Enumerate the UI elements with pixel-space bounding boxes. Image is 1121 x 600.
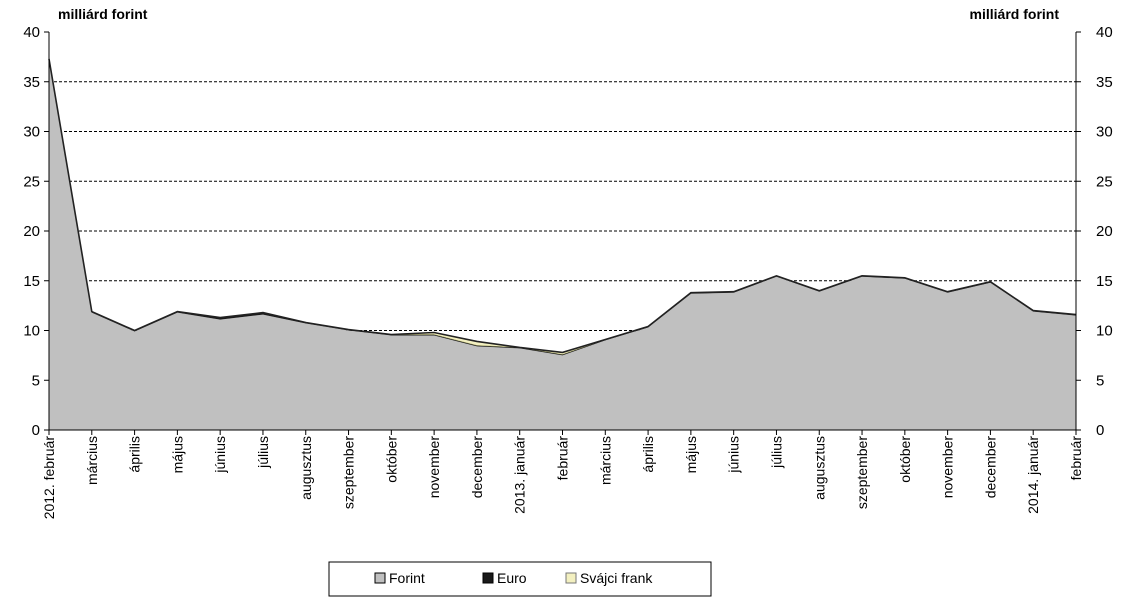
y-tick-label-right: 20 — [1096, 223, 1113, 240]
y-tick-label-left: 25 — [23, 173, 40, 190]
y-tick-label-right: 0 — [1096, 422, 1104, 439]
legend-swatch-1 — [482, 572, 494, 584]
x-tick-label: június — [212, 436, 228, 474]
y-tick-label-left: 5 — [32, 372, 40, 389]
x-tick-label: szeptember — [854, 436, 870, 509]
x-tick-label: április — [127, 436, 143, 473]
plot-areas — [48, 58, 1077, 431]
x-tick-label: február — [1068, 436, 1084, 481]
y-tick-label-left: 30 — [23, 124, 40, 141]
x-tick-label: április — [640, 436, 656, 473]
x-tick-label: december — [982, 436, 998, 499]
y-tick-label-right: 40 — [1096, 24, 1113, 41]
x-tick-label: július — [768, 436, 784, 469]
x-tick-label: március — [597, 436, 613, 485]
legend-swatch-0 — [374, 572, 386, 584]
y-tick-label-left: 20 — [23, 223, 40, 240]
y-tick-label-right: 35 — [1096, 74, 1113, 91]
y-tick-label-right: 30 — [1096, 124, 1113, 141]
x-tick-label: október — [383, 436, 399, 483]
y-tick-label-right: 5 — [1096, 372, 1104, 389]
area-top-outline — [48, 58, 1077, 354]
x-tick-label: május — [169, 436, 185, 473]
x-tick-label: március — [84, 436, 100, 485]
series-0-area — [49, 61, 1076, 431]
y-tick-label-left: 40 — [23, 24, 40, 41]
legend-label-1: Euro — [497, 570, 527, 586]
x-tick-label: november — [426, 436, 442, 499]
x-tick-label: augusztus — [811, 436, 827, 500]
x-tick-label: november — [940, 436, 956, 499]
y-tick-label-left: 10 — [23, 323, 40, 340]
y-unit-right: milliárd forint — [970, 6, 1060, 22]
axes — [44, 31, 1081, 435]
y-tick-label-right: 15 — [1096, 273, 1113, 290]
legend-label-2: Svájci frank — [580, 570, 653, 586]
legend-swatch-2 — [565, 572, 577, 584]
legend: Forint Euro Svájci frank — [328, 561, 712, 597]
y-tick-label-right: 25 — [1096, 173, 1113, 190]
legend-box — [328, 561, 712, 597]
x-tick-label: október — [897, 436, 913, 483]
x-tick-label: augusztus — [298, 436, 314, 500]
y-tick-label-left: 35 — [23, 74, 40, 91]
y-tick-label-left: 15 — [23, 273, 40, 290]
x-tick-label: december — [469, 436, 485, 499]
legend-label-0: Forint — [389, 570, 425, 586]
y-unit-left: milliárd forint — [58, 6, 148, 22]
y-tick-label-left: 0 — [32, 422, 40, 439]
x-tick-label: június — [726, 436, 742, 474]
x-tick-label: február — [555, 436, 571, 481]
x-tick-label: május — [683, 436, 699, 473]
y-tick-labels: 0 0 5 5 10 10 15 15 20 20 25 25 30 30 35 35 40 40 — [23, 24, 1112, 439]
x-tick-labels: 2012. február március április május június jú… — [41, 436, 1084, 520]
x-tick-label: 2012. február — [41, 436, 57, 520]
x-tick-label: 2014. január — [1025, 436, 1041, 514]
x-tick-label: 2013. január — [512, 436, 528, 514]
x-tick-label: július — [255, 436, 271, 469]
y-tick-label-right: 10 — [1096, 323, 1113, 340]
x-tick-label: szeptember — [341, 436, 357, 509]
